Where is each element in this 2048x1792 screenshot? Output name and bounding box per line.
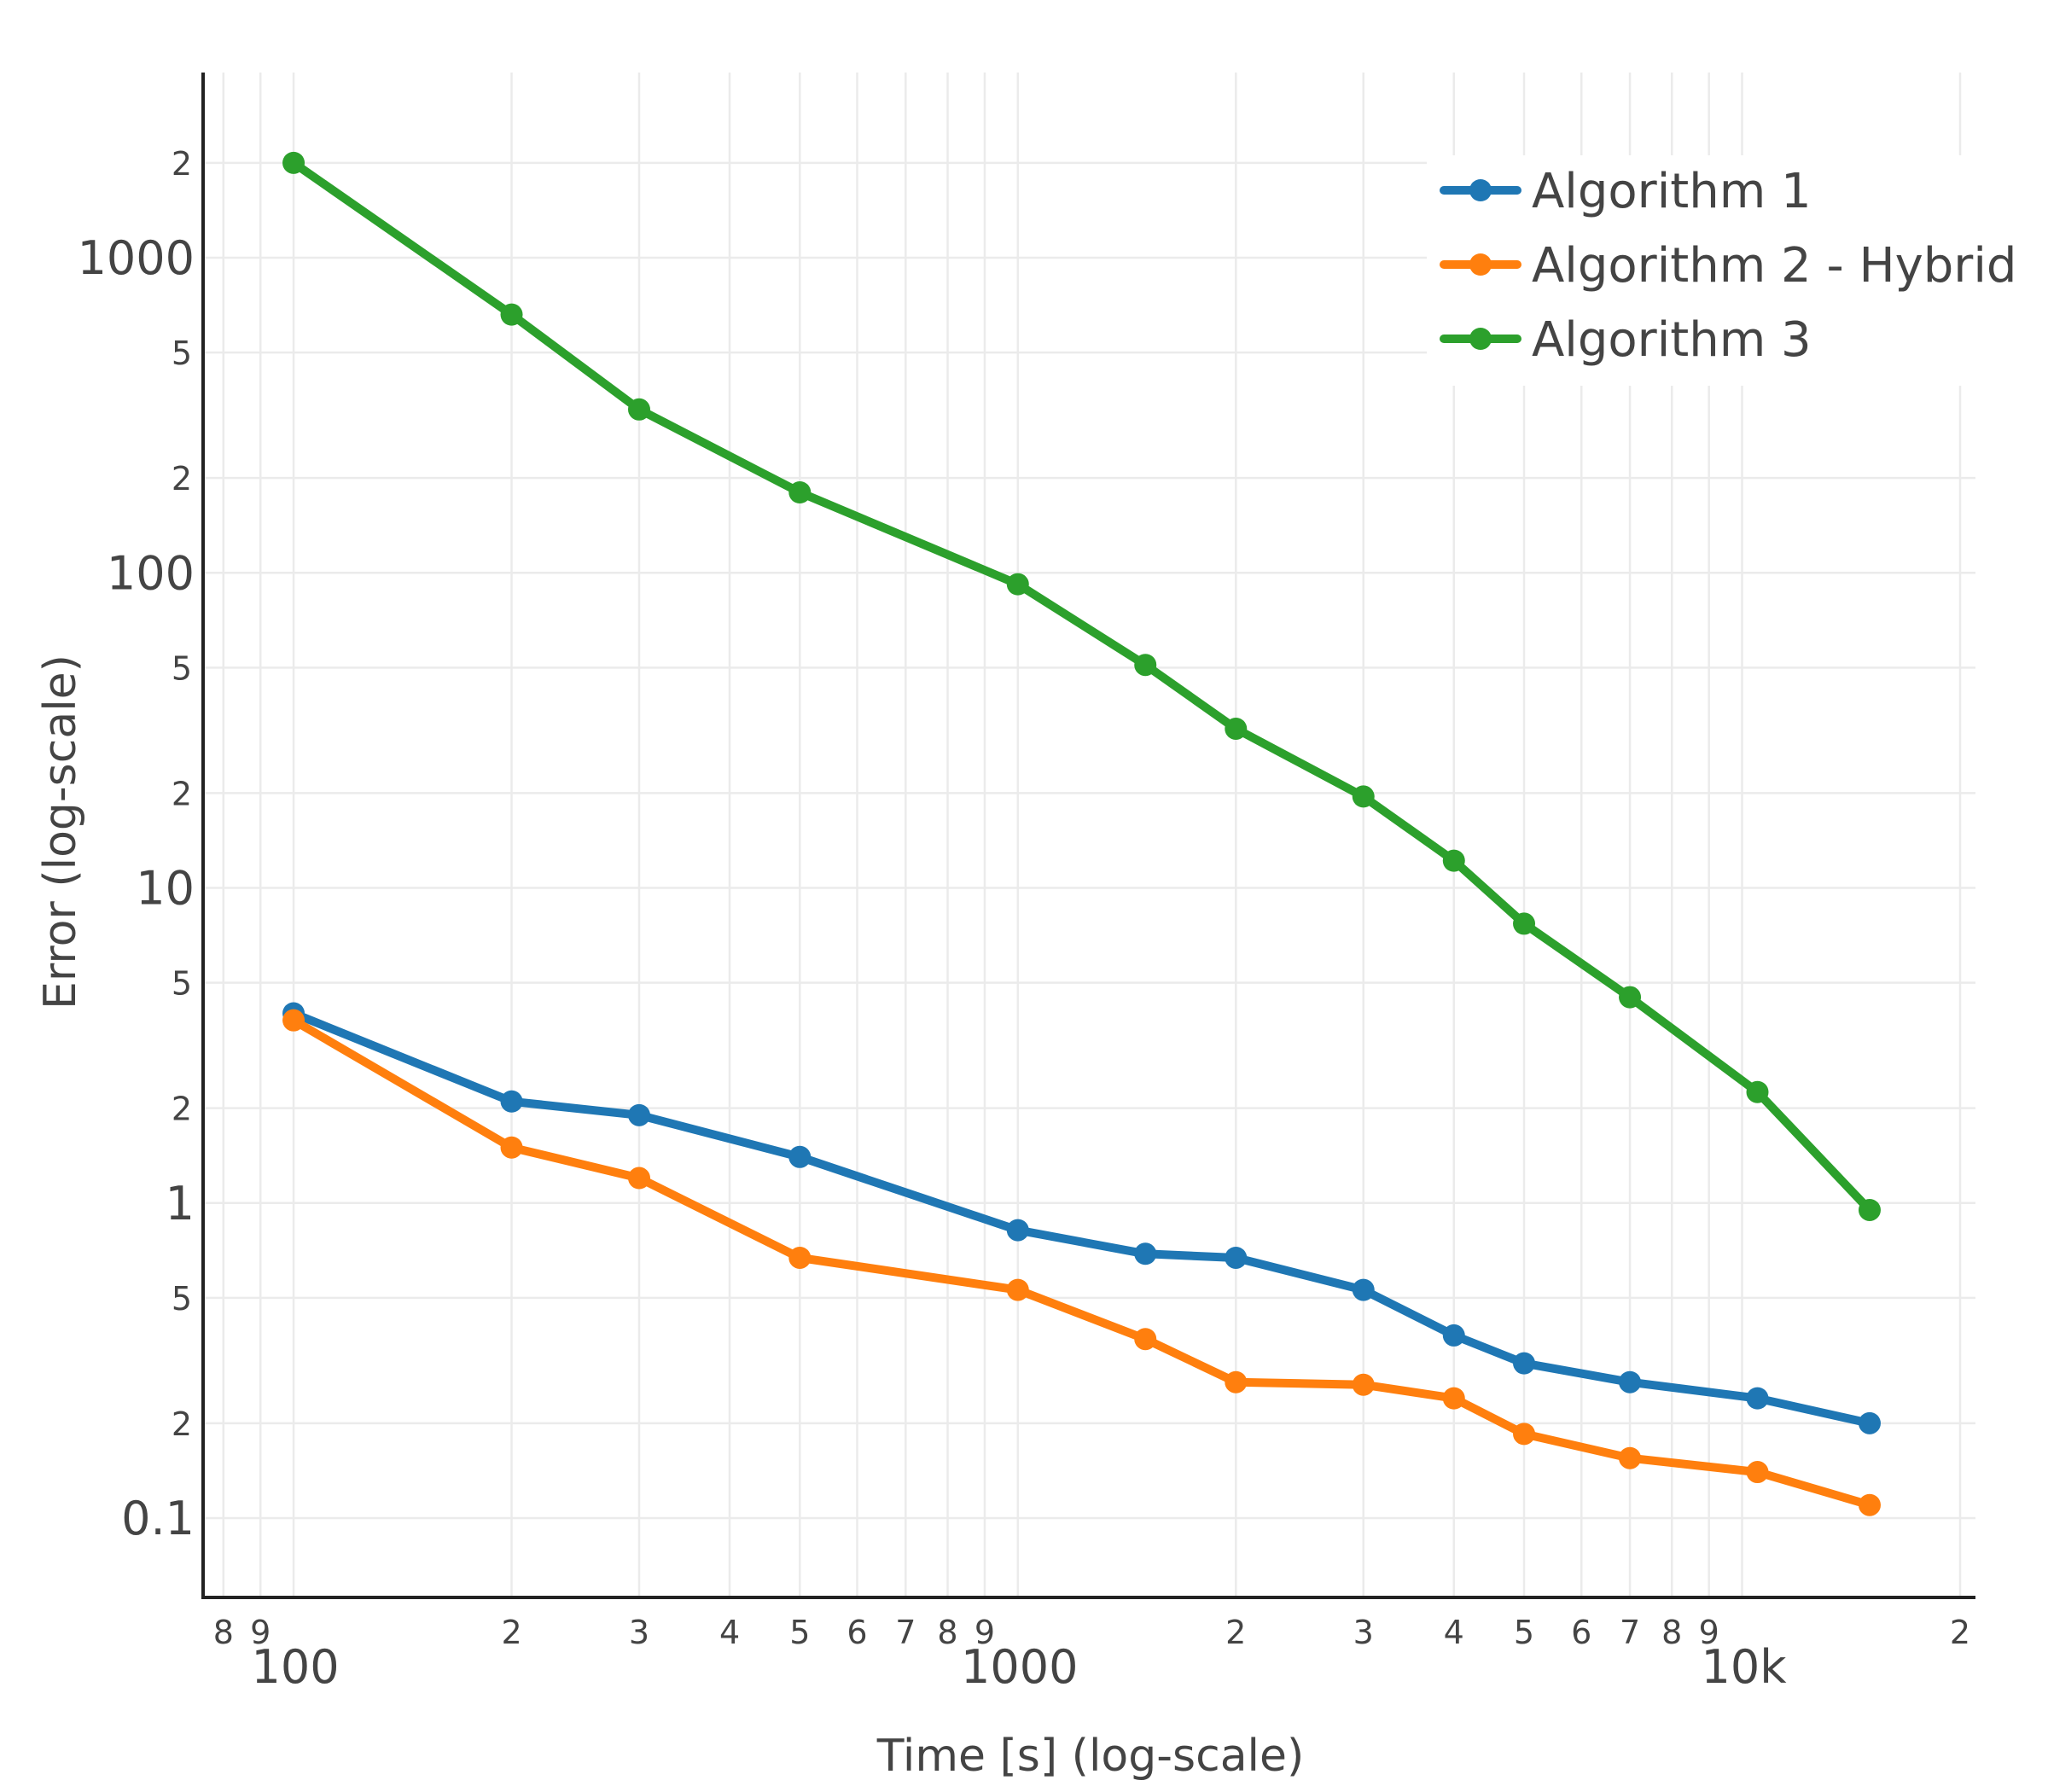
- data-point: [1858, 1493, 1881, 1516]
- data-point: [627, 398, 650, 421]
- y-minor-tick-label: 2: [172, 460, 192, 497]
- data-point: [1134, 654, 1157, 677]
- x-minor-tick-label: 7: [895, 1614, 916, 1651]
- data-point: [1006, 1278, 1029, 1301]
- data-point: [788, 1246, 812, 1269]
- data-point: [282, 1009, 305, 1032]
- legend-item-algorithm-3[interactable]: Algorithm 3: [1440, 312, 1812, 368]
- y-minor-tick-label: 2: [172, 775, 192, 812]
- data-point: [1619, 986, 1642, 1009]
- y-minor-tick-label: 5: [172, 965, 192, 1003]
- x-minor-tick-label: 8: [937, 1614, 957, 1651]
- y-minor-tick-label: 5: [172, 649, 192, 687]
- series-line-algorithm-2-hybrid: [289, 1015, 1874, 1510]
- x-minor-tick-label: 5: [789, 1614, 810, 1651]
- data-point: [500, 1136, 523, 1159]
- data-point: [1513, 1352, 1536, 1375]
- y-major-tick-label: 0.1: [121, 1492, 195, 1545]
- data-point: [500, 303, 523, 326]
- series-layer: [282, 151, 1881, 1516]
- data-point: [1225, 1246, 1248, 1269]
- y-major-tick-label: 1000: [78, 231, 195, 285]
- data-point: [1225, 1370, 1248, 1393]
- x-minor-tick-label: 4: [1444, 1614, 1464, 1651]
- data-point: [1352, 1278, 1375, 1301]
- data-point: [1352, 1373, 1375, 1396]
- legend[interactable]: Algorithm 1 Algorithm 2 - Hybrid Algorithm…: [1427, 155, 2022, 386]
- data-point: [1619, 1370, 1642, 1393]
- x-minor-tick-label: 6: [1571, 1614, 1591, 1651]
- x-major-tick-label: 100: [252, 1640, 340, 1694]
- x-major-tick-label: 10k: [1702, 1640, 1788, 1694]
- data-point: [1513, 1423, 1536, 1446]
- data-point: [1006, 573, 1029, 596]
- legend-item-algorithm-1[interactable]: Algorithm 1: [1440, 164, 1812, 219]
- y-minor-tick-label: 2: [172, 145, 192, 183]
- x-minor-tick-label: 7: [1620, 1614, 1640, 1651]
- data-point: [282, 151, 305, 174]
- grid-lines: [203, 73, 1975, 1597]
- x-minor-tick-label: 2: [1950, 1614, 1970, 1651]
- x-minor-tick-label: 8: [213, 1614, 234, 1651]
- x-minor-tick-label: 8: [1661, 1614, 1682, 1651]
- x-minor-tick-label: 5: [1514, 1614, 1534, 1651]
- legend-swatch-marker: [1469, 179, 1492, 201]
- legend-label: Algorithm 1: [1532, 164, 1812, 219]
- data-point: [1746, 1080, 1769, 1103]
- legend-background: [1427, 155, 2022, 386]
- x-major-tick-label: 1000: [961, 1640, 1078, 1694]
- data-point: [1134, 1242, 1157, 1265]
- series-algorithm-2-hybrid: [282, 1009, 1881, 1516]
- data-point: [1442, 849, 1465, 872]
- series-algorithm-1: [282, 1002, 1881, 1434]
- axes: [201, 73, 1975, 1599]
- y-major-tick-label: 1: [166, 1177, 195, 1231]
- data-point: [788, 481, 812, 504]
- legend-label: Algorithm 3: [1532, 312, 1812, 368]
- data-point: [1442, 1387, 1465, 1410]
- y-axis-ticks: 2 5 2 5 2 5 2 5 2 0.1 1 10 100 1000: [78, 145, 195, 1545]
- legend-swatch-marker: [1469, 328, 1492, 350]
- x-minor-tick-label: 9: [1699, 1614, 1719, 1651]
- x-minor-tick-label: 2: [501, 1614, 521, 1651]
- data-point: [1619, 1446, 1642, 1469]
- data-point: [627, 1167, 650, 1190]
- x-minor-tick-label: 9: [250, 1614, 271, 1651]
- data-point: [788, 1145, 812, 1168]
- x-minor-tick-label: 3: [629, 1614, 649, 1651]
- data-point: [1352, 785, 1375, 808]
- data-point: [1225, 717, 1248, 740]
- x-axis-title: Time [s] (log-scale): [876, 1731, 1305, 1782]
- data-point: [627, 1103, 650, 1126]
- y-major-tick-label: 100: [107, 546, 195, 600]
- y-minor-tick-label: 5: [172, 335, 192, 372]
- y-minor-tick-label: 5: [172, 1280, 192, 1318]
- series-line-algorithm-1: [289, 1009, 1874, 1428]
- x-minor-tick-label: 3: [1353, 1614, 1374, 1651]
- data-point: [1006, 1219, 1029, 1242]
- data-point: [1858, 1198, 1881, 1221]
- legend-swatch-marker: [1469, 253, 1492, 276]
- data-point: [1858, 1411, 1881, 1434]
- data-point: [500, 1090, 523, 1113]
- data-point: [1746, 1461, 1769, 1484]
- y-minor-tick-label: 2: [172, 1405, 192, 1443]
- data-point: [1513, 912, 1536, 935]
- x-minor-tick-label: 6: [847, 1614, 867, 1651]
- x-minor-tick-label: 2: [1225, 1614, 1246, 1651]
- data-point: [1746, 1387, 1769, 1410]
- legend-item-algorithm-2-hybrid[interactable]: Algorithm 2 - Hybrid: [1440, 238, 2016, 294]
- data-point: [1442, 1324, 1465, 1347]
- y-minor-tick-label: 2: [172, 1091, 192, 1128]
- y-axis-title: Error (log-scale): [35, 655, 86, 1009]
- legend-label: Algorithm 2 - Hybrid: [1532, 238, 2016, 294]
- data-point: [1134, 1328, 1157, 1351]
- y-major-tick-label: 10: [136, 862, 195, 916]
- series-algorithm-3: [282, 151, 1881, 1221]
- x-minor-tick-label: 4: [719, 1614, 740, 1651]
- x-minor-tick-label: 9: [975, 1614, 995, 1651]
